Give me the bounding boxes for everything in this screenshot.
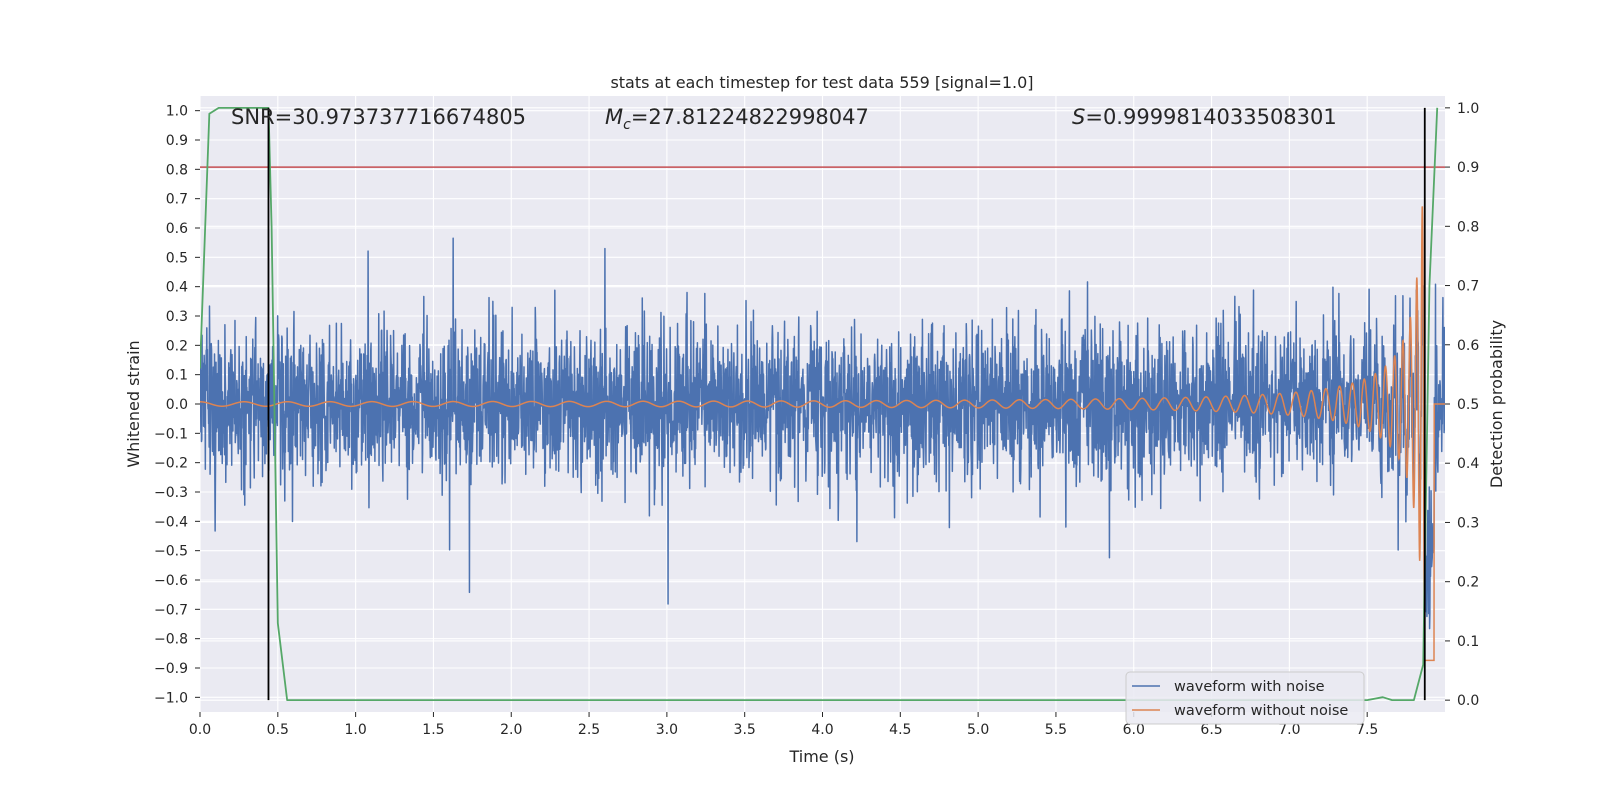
y-right-tick-label: 0.9	[1457, 160, 1479, 176]
y-axis-ticks-left: 1.0 0.9 0.8 0.7 0.6 0.5 0.4 0.3 0.2 0.1 0.0 −0.1 −0.…	[154, 104, 200, 706]
y-axis-label-right: Detection probability	[1487, 320, 1506, 488]
y-tick-label: 0.0	[166, 397, 188, 413]
x-tick-label: 5.0	[967, 722, 989, 738]
chirp-mass-symbol: M	[605, 105, 623, 129]
y-tick-label: −0.5	[154, 544, 188, 560]
y-tick-label: −0.4	[154, 514, 188, 530]
y-tick-label: −1.0	[154, 690, 188, 706]
y-right-tick-label: 0.1	[1457, 634, 1479, 650]
x-axis-ticks: 0.0 0.5 1.0 1.5 2.0 2.5 3.0 3.5 4.0 4.5 5.0 5.5 6.0 6…	[189, 712, 1378, 738]
y-tick-label: −0.2	[154, 456, 188, 472]
chart-title: stats at each timestep for test data 559…	[610, 73, 1033, 92]
y-tick-label: −0.3	[154, 485, 188, 501]
legend-label-waveform-with-noise: waveform with noise	[1174, 679, 1325, 695]
x-tick-label: 6.0	[1123, 722, 1145, 738]
y-tick-label: −0.6	[154, 573, 188, 589]
legend-box	[1125, 671, 1365, 725]
x-tick-label: 7.5	[1356, 722, 1378, 738]
x-tick-label: 2.5	[578, 722, 600, 738]
marker-layer	[200, 106, 1445, 702]
x-tick-label: 2.0	[500, 722, 522, 738]
y-tick-label: −0.8	[154, 632, 188, 648]
score-symbol: S	[1072, 105, 1085, 129]
x-tick-label: 1.0	[344, 722, 366, 738]
y-tick-label: −0.1	[154, 426, 188, 442]
series-detection-probability	[200, 106, 1439, 702]
chirp-mass-subscript: c	[623, 117, 631, 133]
legend-label-waveform-without-noise: waveform without noise	[1174, 703, 1348, 719]
chirp-mass-annotation: Mc=27.81224822998047	[605, 105, 869, 133]
x-tick-label: 4.5	[889, 722, 911, 738]
x-tick-label: 1.5	[422, 722, 444, 738]
y-right-tick-label: 0.5	[1457, 397, 1479, 413]
y-right-tick-label: 0.7	[1457, 279, 1479, 295]
y-axis-ticks-right: 1.0 0.9 0.8 0.7 0.6 0.5 0.4 0.3 0.2 0.1 0.0	[1445, 101, 1479, 709]
score-value: =0.9999814033508301	[1085, 105, 1336, 129]
snr-annotation: SNR=30.973737716674805	[231, 105, 526, 129]
y-right-tick-label: 0.0	[1457, 693, 1479, 709]
x-tick-label: 7.0	[1278, 722, 1300, 738]
series-waveform-without-noise	[200, 206, 1445, 664]
y-right-tick-label: 0.8	[1457, 219, 1479, 235]
score-annotation: S=0.9999814033508301	[1072, 105, 1337, 129]
x-tick-label: 6.5	[1200, 722, 1222, 738]
x-tick-label: 3.5	[734, 722, 756, 738]
x-tick-label: 0.5	[267, 722, 289, 738]
y-right-tick-label: 0.6	[1457, 338, 1479, 354]
x-tick-label: 3.0	[656, 722, 678, 738]
y-tick-label: 0.4	[166, 280, 188, 296]
y-right-tick-label: 0.3	[1457, 515, 1479, 531]
legend: waveform with noise waveform without noi…	[1125, 671, 1365, 725]
y-tick-label: −0.7	[154, 602, 188, 618]
x-tick-label: 0.0	[189, 722, 211, 738]
y-tick-label: 0.6	[166, 221, 188, 237]
y-tick-label: 0.5	[166, 250, 188, 266]
y-right-tick-label: 0.4	[1457, 456, 1479, 472]
x-tick-label: 4.0	[811, 722, 833, 738]
y-right-tick-label: 1.0	[1457, 101, 1479, 117]
y-tick-label: 1.0	[166, 104, 188, 120]
y-tick-label: 0.8	[166, 162, 188, 178]
y-axis-label-left: Whitened strain	[124, 340, 143, 467]
y-tick-label: −0.9	[154, 661, 188, 677]
y-tick-label: 0.3	[166, 309, 188, 325]
chirp-mass-value: =27.81224822998047	[631, 105, 869, 129]
y-tick-label: 0.9	[166, 133, 188, 149]
y-tick-label: 0.1	[166, 368, 188, 384]
x-tick-label: 5.5	[1045, 722, 1067, 738]
x-axis-label: Time (s)	[788, 747, 854, 766]
series-waveform-with-noise	[200, 237, 1445, 630]
y-tick-label: 0.7	[166, 192, 188, 208]
y-tick-label: 0.2	[166, 338, 188, 354]
series-layer	[200, 206, 1445, 664]
y-right-tick-label: 0.2	[1457, 575, 1479, 591]
